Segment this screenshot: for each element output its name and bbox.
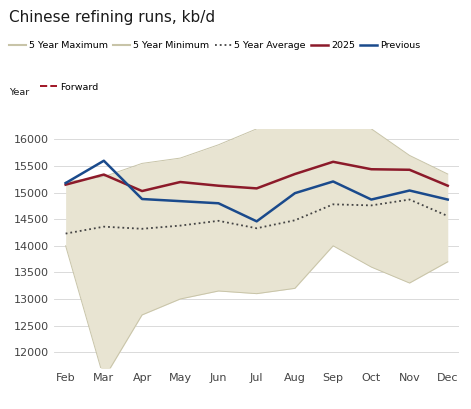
Legend: 5 Year Maximum, 5 Year Minimum, 5 Year Average, 2025, Previous: 5 Year Maximum, 5 Year Minimum, 5 Year A…	[9, 41, 420, 50]
Text: Year: Year	[9, 88, 30, 97]
Text: Chinese refining runs, kb/d: Chinese refining runs, kb/d	[9, 10, 216, 25]
Legend: Forward: Forward	[40, 83, 98, 92]
